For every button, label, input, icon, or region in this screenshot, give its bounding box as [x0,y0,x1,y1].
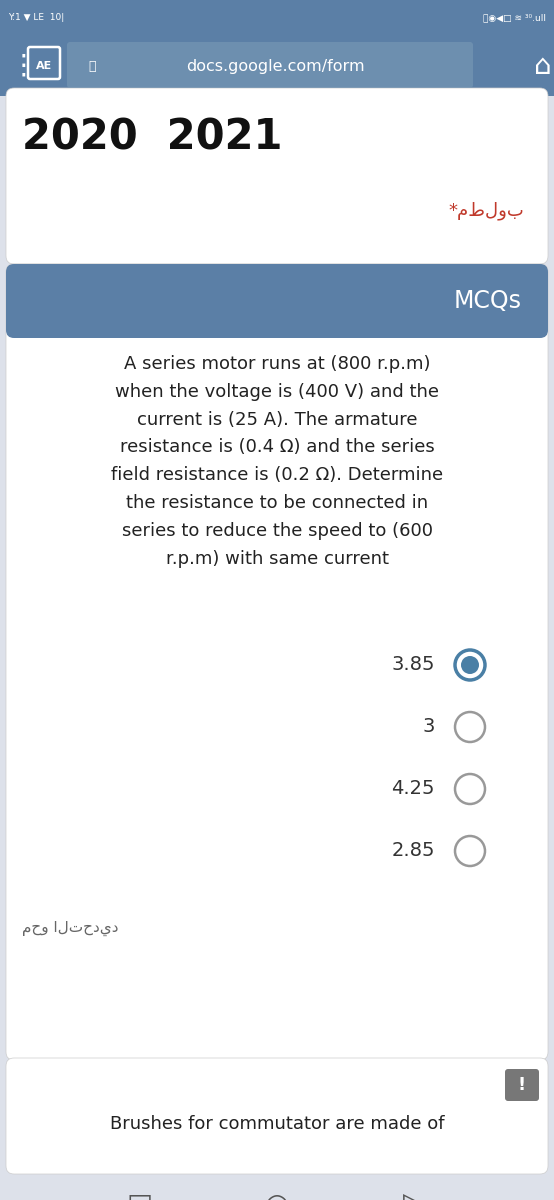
Circle shape [455,836,485,866]
Text: 3: 3 [423,718,435,737]
FancyBboxPatch shape [0,0,554,36]
Text: A series motor runs at (800 r.p.m)
when the voltage is (400 V) and the
current i: A series motor runs at (800 r.p.m) when … [111,355,443,568]
Text: ⋮: ⋮ [10,52,38,80]
FancyBboxPatch shape [67,42,473,88]
Circle shape [455,712,485,742]
Text: Y:1 ▼ LE  10|: Y:1 ▼ LE 10| [8,13,64,23]
FancyBboxPatch shape [6,1058,548,1174]
Circle shape [455,774,485,804]
Text: ⬛◉◀□ ≋ ³⁰.ull: ⬛◉◀□ ≋ ³⁰.ull [483,13,546,23]
Text: ▷: ▷ [403,1190,425,1200]
Text: 🔒: 🔒 [88,60,96,72]
Text: ○: ○ [265,1190,289,1200]
Text: !: ! [518,1076,526,1094]
Text: 2.85: 2.85 [392,841,435,860]
FancyBboxPatch shape [6,264,548,338]
Text: docs.google.com/form: docs.google.com/form [186,59,365,73]
Text: 2020  2021: 2020 2021 [22,116,283,158]
Text: MCQs: MCQs [454,289,522,313]
Text: □: □ [127,1190,153,1200]
Text: Brushes for commutator are made of: Brushes for commutator are made of [110,1115,444,1133]
Text: ⌂: ⌂ [534,52,552,80]
FancyBboxPatch shape [6,264,548,1060]
Text: *مطلوب: *مطلوب [448,200,524,220]
Text: AE: AE [36,61,52,71]
Text: 4.25: 4.25 [392,780,435,798]
Text: محو التحديد: محو التحديد [22,920,119,936]
FancyBboxPatch shape [0,36,554,96]
FancyBboxPatch shape [505,1069,539,1102]
Text: 3.85: 3.85 [392,655,435,674]
FancyBboxPatch shape [6,88,548,264]
Circle shape [461,656,479,674]
